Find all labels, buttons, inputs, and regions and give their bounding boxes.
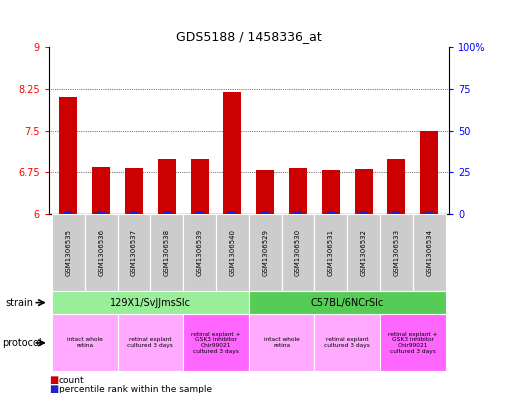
Bar xyxy=(282,214,314,291)
Bar xyxy=(60,97,77,214)
Text: GSM1306535: GSM1306535 xyxy=(66,229,71,276)
Bar xyxy=(228,211,236,214)
Bar xyxy=(347,214,380,291)
Bar xyxy=(216,214,249,291)
Bar xyxy=(183,214,216,291)
Text: 129X1/SvJJmsSlc: 129X1/SvJJmsSlc xyxy=(110,298,191,308)
Text: count: count xyxy=(59,376,85,384)
Bar xyxy=(249,291,446,314)
Text: GSM1306539: GSM1306539 xyxy=(196,229,203,276)
Bar xyxy=(85,214,117,291)
Text: retinal explant +
GSK3 inhibitor
Chir99021
cultured 3 days: retinal explant + GSK3 inhibitor Chir990… xyxy=(191,332,241,354)
Text: GSM1306530: GSM1306530 xyxy=(295,229,301,276)
Bar xyxy=(223,92,242,214)
Bar xyxy=(64,211,72,214)
Bar xyxy=(163,211,171,214)
Text: ■: ■ xyxy=(49,384,58,393)
Bar xyxy=(380,214,413,291)
Bar xyxy=(314,214,347,291)
Title: GDS5188 / 1458336_at: GDS5188 / 1458336_at xyxy=(176,30,322,43)
Text: intact whole
retina: intact whole retina xyxy=(264,338,300,348)
Bar xyxy=(392,211,401,214)
Bar xyxy=(117,214,150,291)
Bar xyxy=(314,314,380,371)
Text: GSM1306537: GSM1306537 xyxy=(131,229,137,276)
Text: retinal explant
cultured 3 days: retinal explant cultured 3 days xyxy=(324,338,370,348)
Text: strain: strain xyxy=(5,298,33,308)
Text: protocol: protocol xyxy=(3,338,42,348)
Text: GSM1306536: GSM1306536 xyxy=(98,229,104,276)
Text: GSM1306533: GSM1306533 xyxy=(393,229,400,276)
Bar xyxy=(322,170,340,214)
Bar xyxy=(360,211,368,214)
Bar xyxy=(256,170,274,214)
Bar xyxy=(249,214,282,291)
Bar xyxy=(195,211,204,214)
Text: retinal explant
cultured 3 days: retinal explant cultured 3 days xyxy=(127,338,173,348)
Bar xyxy=(261,211,269,214)
Bar xyxy=(52,214,85,291)
Bar xyxy=(150,214,183,291)
Text: GSM1306534: GSM1306534 xyxy=(426,229,432,276)
Bar xyxy=(354,169,372,214)
Bar xyxy=(130,211,138,214)
Bar xyxy=(125,168,143,214)
Text: GSM1306531: GSM1306531 xyxy=(328,229,334,276)
Bar xyxy=(117,314,183,371)
Bar xyxy=(52,314,117,371)
Bar xyxy=(191,158,209,214)
Text: ■: ■ xyxy=(49,375,58,385)
Bar xyxy=(249,314,314,371)
Bar xyxy=(92,167,110,214)
Bar xyxy=(327,211,335,214)
Text: intact whole
retina: intact whole retina xyxy=(67,338,103,348)
Bar xyxy=(413,214,446,291)
Text: percentile rank within the sample: percentile rank within the sample xyxy=(59,385,212,393)
Bar xyxy=(420,130,438,214)
Text: C57BL/6NCrSlc: C57BL/6NCrSlc xyxy=(310,298,384,308)
Text: GSM1306540: GSM1306540 xyxy=(229,229,235,276)
Bar xyxy=(289,168,307,214)
Bar xyxy=(97,211,105,214)
Bar xyxy=(425,211,433,214)
Bar xyxy=(294,211,302,214)
Bar xyxy=(158,158,176,214)
Text: GSM1306532: GSM1306532 xyxy=(361,229,367,276)
Bar xyxy=(380,314,446,371)
Bar xyxy=(52,291,249,314)
Text: GSM1306529: GSM1306529 xyxy=(262,229,268,276)
Text: retinal explant +
GSK3 inhibitor
Chir99021
cultured 3 days: retinal explant + GSK3 inhibitor Chir990… xyxy=(388,332,438,354)
Bar xyxy=(387,158,405,214)
Text: GSM1306538: GSM1306538 xyxy=(164,229,170,276)
Bar xyxy=(183,314,249,371)
